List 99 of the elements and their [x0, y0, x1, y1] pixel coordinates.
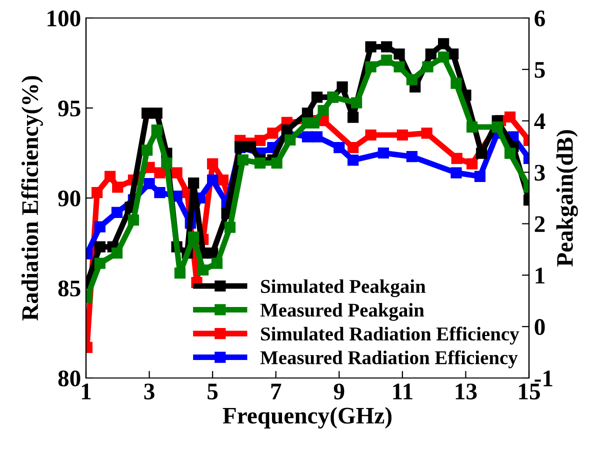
point: [492, 121, 503, 133]
point: [171, 167, 182, 178]
point: [254, 157, 266, 169]
point: [504, 111, 516, 123]
point: [318, 105, 329, 116]
point: [474, 170, 486, 182]
y2-tick-label: 2: [534, 216, 545, 232]
point: [207, 158, 218, 170]
point: [128, 214, 140, 226]
y-tick-label: 100: [48, 10, 80, 26]
point: [188, 178, 200, 189]
point: [211, 258, 223, 269]
y2-axis-title: Peakgain(dB): [556, 130, 578, 266]
y-tick-label: 85: [58, 280, 80, 296]
point: [142, 108, 153, 119]
point: [111, 206, 123, 218]
point: [111, 247, 123, 259]
point: [267, 128, 278, 139]
point: [476, 148, 488, 159]
point: [450, 78, 462, 89]
point: [396, 129, 408, 141]
x-tick-label: 11: [393, 384, 412, 400]
point: [381, 54, 392, 66]
legend-label: Measured Peakgain: [260, 303, 424, 321]
point: [104, 170, 116, 182]
point: [438, 52, 450, 63]
point: [348, 154, 359, 166]
point: [438, 38, 450, 50]
point: [154, 187, 166, 198]
point: [504, 148, 516, 159]
point: [94, 241, 106, 252]
point: [365, 41, 376, 52]
point: [217, 174, 229, 186]
point: [451, 152, 462, 164]
point: [350, 97, 362, 108]
y-axis-title: Radiation Efficiency(%): [21, 76, 43, 321]
point: [425, 48, 436, 60]
point: [422, 61, 434, 72]
point: [151, 108, 162, 119]
point: [421, 128, 432, 139]
point: [198, 264, 209, 276]
x-tick-label: 9: [334, 384, 344, 400]
point: [224, 222, 236, 233]
x-tick-label: 5: [208, 384, 218, 400]
y2-tick-label: 5: [534, 62, 545, 78]
point: [406, 151, 418, 162]
point: [254, 134, 266, 146]
x-tick-label: 3: [144, 384, 154, 400]
point: [188, 232, 200, 243]
point: [448, 48, 459, 60]
x-tick-label: 1: [82, 384, 91, 400]
point: [281, 124, 292, 136]
point: [271, 157, 282, 169]
point: [142, 144, 153, 156]
point: [365, 61, 376, 72]
y2-tick-label: 1: [536, 268, 544, 284]
point: [336, 81, 348, 92]
legend-label: Measured Radiation Efficiency: [260, 350, 518, 368]
point: [394, 48, 405, 60]
point: [311, 92, 323, 103]
point: [406, 74, 418, 86]
y2-tick-label: 6: [534, 10, 545, 26]
point: [302, 108, 314, 119]
point: [466, 121, 478, 133]
point: [311, 131, 323, 142]
point: [334, 142, 345, 154]
x-tick-label: 13: [456, 384, 477, 400]
point: [207, 247, 218, 259]
point: [466, 158, 478, 170]
point: [94, 221, 106, 232]
x-axis-title: Frequency(GHz): [222, 407, 392, 429]
legend-label: Simulated Peakgain: [261, 279, 426, 298]
point: [378, 147, 389, 159]
point: [154, 167, 166, 178]
point: [244, 141, 256, 152]
y-tick-label: 95: [58, 100, 80, 116]
legend-label: Simulated Radiation Efficiency: [261, 326, 520, 345]
y2-tick-label: 3: [534, 164, 545, 181]
y2-tick-label: 4: [534, 114, 546, 130]
point: [394, 61, 405, 72]
y-tick-label: 80: [58, 370, 80, 386]
point: [450, 167, 462, 178]
point: [161, 157, 172, 169]
point: [94, 258, 106, 269]
point: [348, 112, 359, 123]
x-tick-label: 7: [271, 384, 282, 400]
point: [284, 134, 296, 146]
point: [237, 154, 249, 166]
point: [174, 268, 186, 279]
point: [381, 41, 392, 52]
y-tick-label: 90: [58, 190, 80, 206]
point: [207, 174, 218, 186]
y2-tick-label: 0: [534, 319, 545, 335]
point: [92, 187, 103, 198]
point: [365, 129, 376, 141]
point: [112, 182, 124, 193]
point: [348, 142, 359, 154]
point: [144, 178, 155, 190]
point: [151, 124, 162, 136]
